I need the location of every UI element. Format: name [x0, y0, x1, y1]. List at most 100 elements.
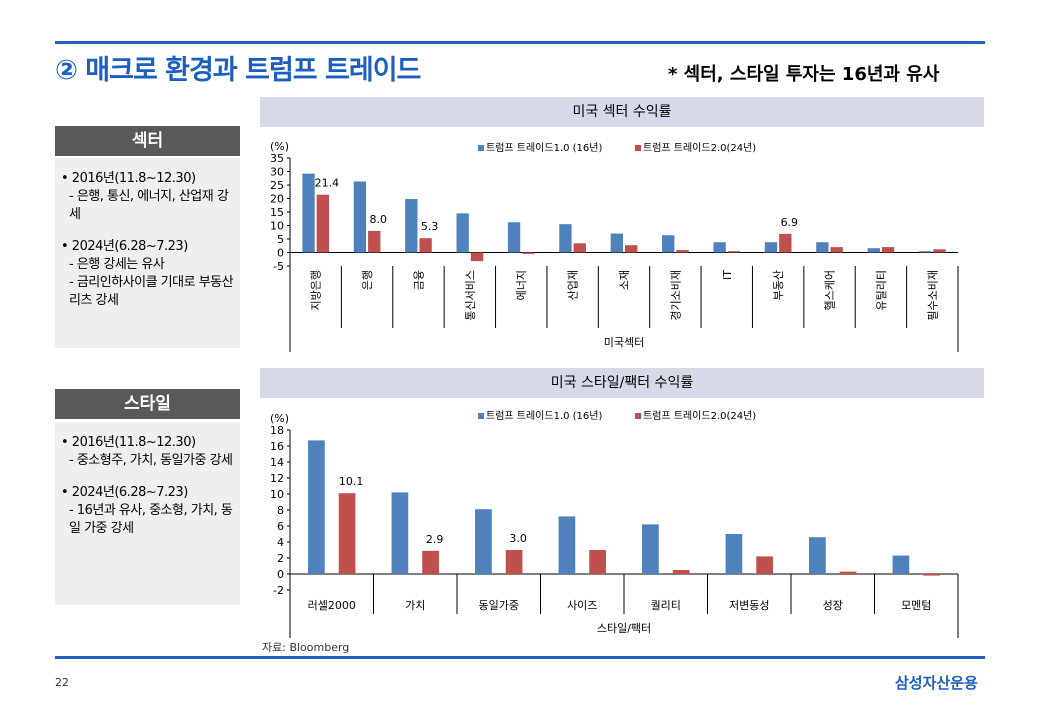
source-note: 자료: Bloomberg [262, 641, 350, 654]
data-label: 21.4 [315, 177, 340, 190]
bar-2024 [422, 550, 439, 574]
page-number: 22 [55, 676, 69, 689]
category-label: 유틸리티 [875, 270, 888, 310]
y-tick-label: 25 [270, 179, 284, 192]
style-chart-title: 미국 스타일/팩터 수익률 [260, 368, 984, 398]
bar-2024 [881, 247, 895, 253]
category-label: 금융 [412, 270, 425, 290]
bar-2024 [839, 571, 857, 574]
legend-swatch [635, 413, 641, 419]
category-label: 사이즈 [567, 599, 597, 612]
y-tick-label: 0 [277, 247, 284, 260]
note-line: • 2016년(11.8~12.30) [61, 171, 196, 186]
bar-2024 [923, 574, 940, 576]
data-label: 10.1 [339, 475, 364, 488]
bar-2024 [756, 556, 773, 574]
style-chart: (%) 트럼프 트레이드1.0 (16년) 트럼프 트레이드2.0(24년) -2 0 2… [270, 409, 959, 638]
y-unit-label: (%) [270, 412, 289, 425]
bar-2024 [338, 493, 356, 574]
legend-label: 트럼프 트레이드1.0 (16년) [486, 409, 602, 422]
bar-2024 [470, 252, 484, 262]
sector-chart: (%) 트럼프 트레이드1.0 (16년) 트럼프 트레이드2.0(24년)-505… [270, 140, 959, 352]
note-line: • 2016년(11.8~12.30) [61, 435, 196, 450]
page-title: ② 매크로 환경과 트럼프 트레이드 [55, 55, 421, 86]
note-line: - 은행 강세는 유사 [69, 257, 165, 272]
bar-2016 [405, 199, 418, 253]
x-axis-title: 스타일/팩터 [597, 621, 651, 635]
bottom-rule [55, 656, 985, 659]
y-unit-label: (%) [270, 140, 289, 153]
top-rule [55, 41, 985, 44]
bar-2016 [559, 224, 572, 253]
y-tick-label: 18 [270, 424, 284, 437]
style-heading: 스타일 [55, 389, 240, 419]
data-label: 2.9 [426, 533, 444, 546]
bar-2016 [507, 222, 521, 253]
bar-2016 [308, 440, 325, 574]
data-label: 6.9 [781, 216, 799, 229]
y-tick-label: 20 [270, 193, 284, 206]
y-tick-label: 4 [277, 536, 284, 549]
bar-2016 [816, 242, 829, 253]
y-tick-label: 15 [270, 206, 284, 219]
category-label: 경기소비재 [669, 270, 682, 321]
y-tick-label: 8 [277, 504, 284, 517]
data-label: 3.0 [509, 532, 526, 545]
bar-2024 [933, 249, 946, 253]
category-label: IT [721, 270, 734, 280]
legend-swatch [478, 413, 484, 419]
note-line [61, 470, 234, 484]
bar-2024 [522, 252, 535, 254]
bar-2016 [725, 534, 743, 574]
y-tick-label: 6 [277, 520, 284, 533]
category-label: 저변동성 [729, 599, 769, 612]
y-tick-label: 35 [270, 152, 284, 165]
style-notes: • 2016년(11.8~12.30) - 중소형주, 가치, 동일가중 강세 • … [55, 422, 240, 605]
category-label: 통신서비스 [464, 270, 477, 321]
note-line: - 은행, 통신, 에너지, 산업재 강세 [69, 189, 229, 222]
bar-2024 [779, 233, 792, 253]
legend-label: 트럼프 트레이드2.0(24년) [643, 409, 756, 422]
bar-2024 [316, 194, 330, 253]
y-tick-label: 10 [270, 220, 284, 233]
category-label: 부동산 [772, 270, 785, 300]
y-tick-label: -2 [273, 584, 284, 597]
bar-2024 [505, 550, 523, 574]
sector-chart-title: 미국 섹터 수익률 [260, 97, 984, 127]
legend-label: 트럼프 트레이드1.0 (16년) [486, 141, 602, 154]
y-tick-label: 10 [270, 488, 284, 501]
y-tick-label: 5 [277, 233, 284, 246]
category-label: 은행 [361, 270, 374, 290]
category-label: 가치 [405, 599, 425, 612]
bar-2024 [573, 243, 586, 253]
y-tick-label: 0 [277, 568, 284, 581]
y-tick-label: 14 [270, 456, 284, 469]
y-tick-label: 16 [270, 440, 284, 453]
bar-2016 [475, 509, 492, 574]
category-label: 성장 [823, 599, 843, 612]
note-line [61, 224, 234, 238]
bar-2024 [830, 247, 843, 253]
bar-2016 [558, 516, 576, 574]
bar-2024 [672, 570, 690, 574]
category-label: 지방은행 [310, 270, 323, 310]
category-label: 동일가중 [479, 598, 519, 612]
y-tick-label: 30 [270, 166, 284, 179]
note-line: • 2024년(6.28~7.23) [61, 485, 188, 500]
note-line: • 2024년(6.28~7.23) [61, 239, 188, 254]
category-label: 에너지 [515, 270, 528, 300]
category-label: 필수소비재 [926, 270, 939, 321]
bar-2024 [589, 550, 606, 574]
category-label: 러셀2000 [308, 599, 356, 612]
data-label: 8.0 [369, 213, 387, 226]
bar-2024 [676, 250, 689, 253]
header-note: * 섹터, 스타일 투자는 16년과 유사 [668, 64, 940, 85]
y-tick-label: -5 [273, 260, 284, 273]
y-tick-label: 2 [277, 552, 284, 565]
bar-2016 [809, 537, 826, 574]
x-axis-title: 미국섹터 [604, 336, 644, 349]
bar-2016 [302, 173, 315, 253]
brand-logo: 삼성자산운용 [895, 674, 978, 692]
bar-2016 [713, 242, 726, 253]
y-tick-label: 12 [270, 472, 284, 485]
